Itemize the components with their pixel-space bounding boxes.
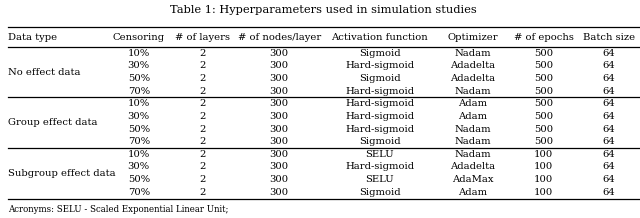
Text: 500: 500	[534, 61, 554, 70]
Text: 2: 2	[200, 175, 206, 184]
Text: 300: 300	[269, 87, 289, 96]
Text: 2: 2	[200, 162, 206, 172]
Text: 300: 300	[269, 112, 289, 121]
Text: 300: 300	[269, 61, 289, 70]
Text: 2: 2	[200, 150, 206, 159]
Text: 30%: 30%	[128, 112, 150, 121]
Text: 100: 100	[534, 150, 554, 159]
Text: 50%: 50%	[128, 175, 150, 184]
Text: Hard-sigmoid: Hard-sigmoid	[345, 61, 414, 70]
Text: Nadam: Nadam	[454, 49, 492, 58]
Text: 50%: 50%	[128, 124, 150, 134]
Text: 300: 300	[269, 49, 289, 58]
Text: 300: 300	[269, 150, 289, 159]
Text: Sigmoid: Sigmoid	[359, 188, 401, 197]
Text: 64: 64	[602, 49, 615, 58]
Text: Batch size: Batch size	[583, 32, 635, 42]
Text: 30%: 30%	[128, 61, 150, 70]
Text: 70%: 70%	[128, 87, 150, 96]
Text: 2: 2	[200, 137, 206, 146]
Text: 10%: 10%	[128, 99, 150, 108]
Text: AdaMax: AdaMax	[452, 175, 493, 184]
Text: 500: 500	[534, 87, 554, 96]
Text: SELU: SELU	[365, 150, 394, 159]
Text: Activation function: Activation function	[332, 32, 428, 42]
Text: 64: 64	[602, 87, 615, 96]
Text: 300: 300	[269, 175, 289, 184]
Text: 64: 64	[602, 188, 615, 197]
Text: 64: 64	[602, 162, 615, 172]
Text: Hard-sigmoid: Hard-sigmoid	[345, 112, 414, 121]
Text: Adadelta: Adadelta	[451, 162, 495, 172]
Text: 64: 64	[602, 124, 615, 134]
Text: 64: 64	[602, 74, 615, 83]
Text: Adam: Adam	[458, 99, 488, 108]
Text: Sigmoid: Sigmoid	[359, 49, 401, 58]
Text: 64: 64	[602, 137, 615, 146]
Text: Sigmoid: Sigmoid	[359, 137, 401, 146]
Text: 500: 500	[534, 49, 554, 58]
Text: 300: 300	[269, 99, 289, 108]
Text: 300: 300	[269, 124, 289, 134]
Text: 2: 2	[200, 87, 206, 96]
Text: 50%: 50%	[128, 74, 150, 83]
Text: Nadam: Nadam	[454, 150, 492, 159]
Text: Optimizer: Optimizer	[447, 32, 499, 42]
Text: 30%: 30%	[128, 162, 150, 172]
Text: # of nodes/layer: # of nodes/layer	[237, 32, 321, 42]
Text: 70%: 70%	[128, 188, 150, 197]
Text: Table 1: Hyperparameters used in simulation studies: Table 1: Hyperparameters used in simulat…	[170, 5, 477, 15]
Text: 500: 500	[534, 112, 554, 121]
Text: SELU: SELU	[365, 175, 394, 184]
Text: 64: 64	[602, 112, 615, 121]
Text: 300: 300	[269, 137, 289, 146]
Text: Sigmoid: Sigmoid	[359, 74, 401, 83]
Text: Hard-sigmoid: Hard-sigmoid	[345, 124, 414, 134]
Text: 300: 300	[269, 74, 289, 83]
Text: 64: 64	[602, 61, 615, 70]
Text: 2: 2	[200, 74, 206, 83]
Text: 500: 500	[534, 74, 554, 83]
Text: 2: 2	[200, 61, 206, 70]
Text: No effect data: No effect data	[8, 68, 80, 77]
Text: Hard-sigmoid: Hard-sigmoid	[345, 87, 414, 96]
Text: Nadam: Nadam	[454, 124, 492, 134]
Text: # of layers: # of layers	[175, 32, 230, 42]
Text: Data type: Data type	[8, 32, 57, 42]
Text: 70%: 70%	[128, 137, 150, 146]
Text: 10%: 10%	[128, 150, 150, 159]
Text: 64: 64	[602, 150, 615, 159]
Text: 500: 500	[534, 99, 554, 108]
Text: Group effect data: Group effect data	[8, 118, 97, 127]
Text: 100: 100	[534, 188, 554, 197]
Text: 100: 100	[534, 162, 554, 172]
Text: 2: 2	[200, 124, 206, 134]
Text: Adam: Adam	[458, 112, 488, 121]
Text: 2: 2	[200, 112, 206, 121]
Text: Adam: Adam	[458, 188, 488, 197]
Text: 100: 100	[534, 175, 554, 184]
Text: 500: 500	[534, 124, 554, 134]
Text: 64: 64	[602, 175, 615, 184]
Text: Hard-sigmoid: Hard-sigmoid	[345, 99, 414, 108]
Text: Nadam: Nadam	[454, 137, 492, 146]
Text: Hard-sigmoid: Hard-sigmoid	[345, 162, 414, 172]
Text: Subgroup effect data: Subgroup effect data	[8, 169, 115, 178]
Text: 2: 2	[200, 49, 206, 58]
Text: Nadam: Nadam	[454, 87, 492, 96]
Text: Acronyms: SELU - Scaled Exponential Linear Unit;: Acronyms: SELU - Scaled Exponential Line…	[8, 205, 228, 214]
Text: 500: 500	[534, 137, 554, 146]
Text: 2: 2	[200, 188, 206, 197]
Text: 2: 2	[200, 99, 206, 108]
Text: Censoring: Censoring	[113, 32, 165, 42]
Text: 300: 300	[269, 188, 289, 197]
Text: 10%: 10%	[128, 49, 150, 58]
Text: 64: 64	[602, 99, 615, 108]
Text: # of epochs: # of epochs	[514, 32, 573, 42]
Text: 300: 300	[269, 162, 289, 172]
Text: Adadelta: Adadelta	[451, 61, 495, 70]
Text: Adadelta: Adadelta	[451, 74, 495, 83]
